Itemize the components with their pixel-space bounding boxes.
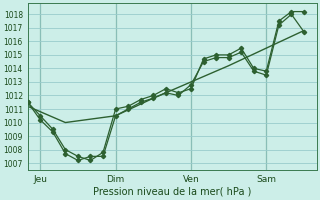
X-axis label: Pression niveau de la mer( hPa ): Pression niveau de la mer( hPa ) — [93, 187, 251, 197]
